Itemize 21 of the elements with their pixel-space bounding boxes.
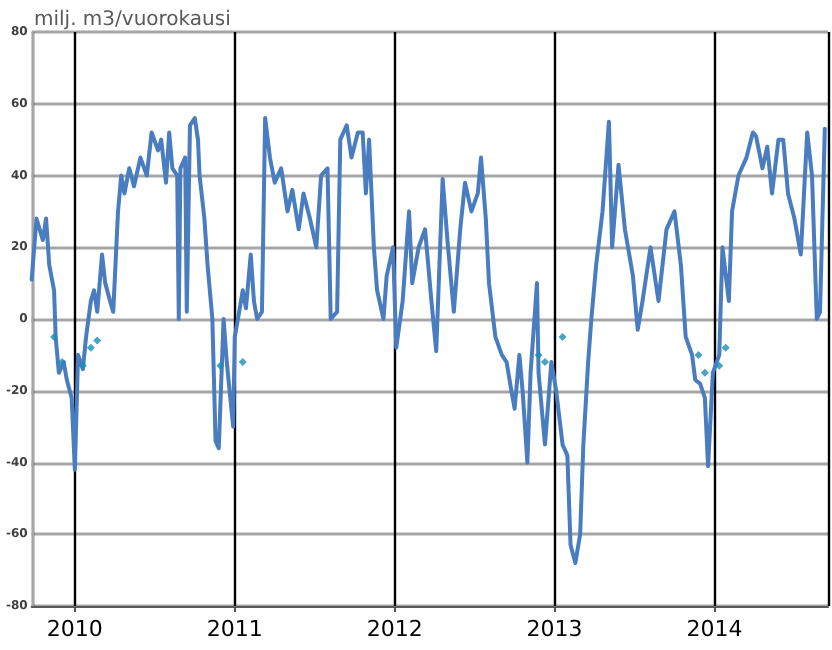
- point: [216, 361, 225, 370]
- point: [540, 358, 549, 367]
- point: [694, 350, 703, 359]
- point: [700, 368, 709, 377]
- y-axis-title: milj. m3/vuorokausi: [34, 9, 231, 31]
- point: [238, 358, 247, 367]
- x-tick-label: 2013: [526, 616, 583, 642]
- point: [534, 350, 543, 359]
- point: [93, 336, 102, 345]
- point: [558, 332, 567, 341]
- x-tick-label: 2010: [46, 616, 103, 642]
- x-tick-label: 2011: [206, 616, 263, 642]
- point: [50, 332, 59, 341]
- x-tick-label: 2012: [366, 616, 423, 642]
- point: [721, 343, 730, 352]
- x-tick-label: 2014: [686, 616, 743, 642]
- point: [86, 343, 95, 352]
- point: [78, 361, 87, 370]
- line-series: [29, 116, 827, 565]
- point: [58, 358, 67, 367]
- point: [715, 361, 724, 370]
